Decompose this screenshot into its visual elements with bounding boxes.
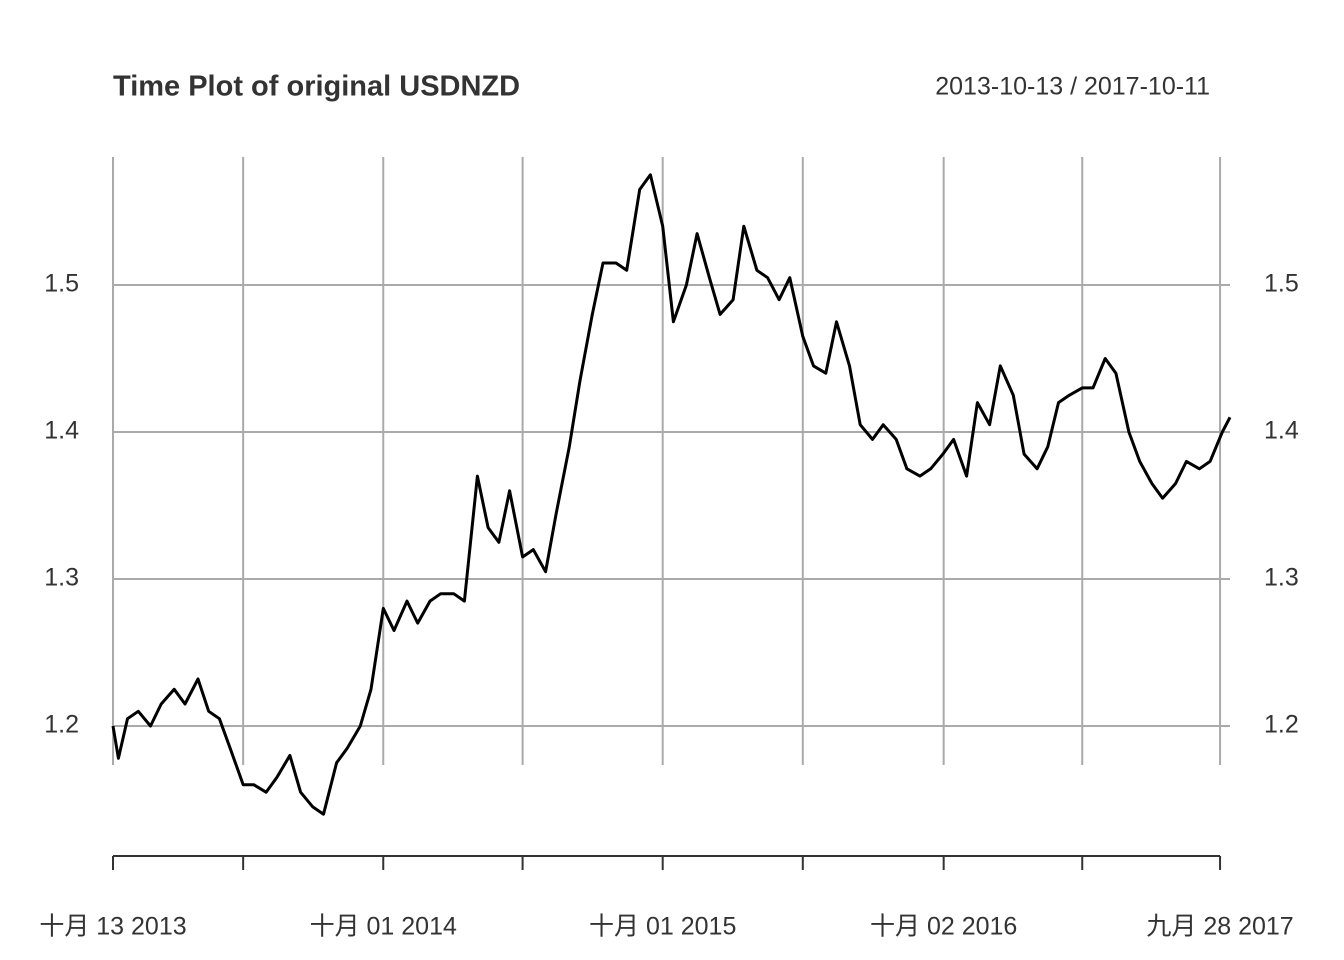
y-tick-label-right: 1.2 [1264, 711, 1299, 739]
x-tick-label: 十月 01 2014 [310, 913, 457, 941]
y-tick-label: 1.2 [44, 711, 79, 739]
x-tick-label: 十月 01 2015 [589, 913, 736, 941]
y-tick-label-right: 1.3 [1264, 564, 1299, 592]
x-tick-label: 十月 02 2016 [870, 913, 1017, 941]
y-tick-label-right: 1.4 [1264, 417, 1299, 445]
x-tick-label: 十月 13 2013 [39, 913, 186, 941]
x-tick-label: 九月 28 2017 [1146, 913, 1293, 941]
y-tick-label: 1.3 [44, 564, 79, 592]
chart-title: Time Plot of original USDNZD [113, 71, 520, 103]
y-tick-label-right: 1.5 [1264, 270, 1299, 298]
y-tick-label: 1.4 [44, 417, 79, 445]
chart-subtitle: 2013-10-13 / 2017-10-11 [935, 73, 1210, 101]
y-tick-label: 1.5 [44, 270, 79, 298]
price-line [111, 173, 1232, 816]
